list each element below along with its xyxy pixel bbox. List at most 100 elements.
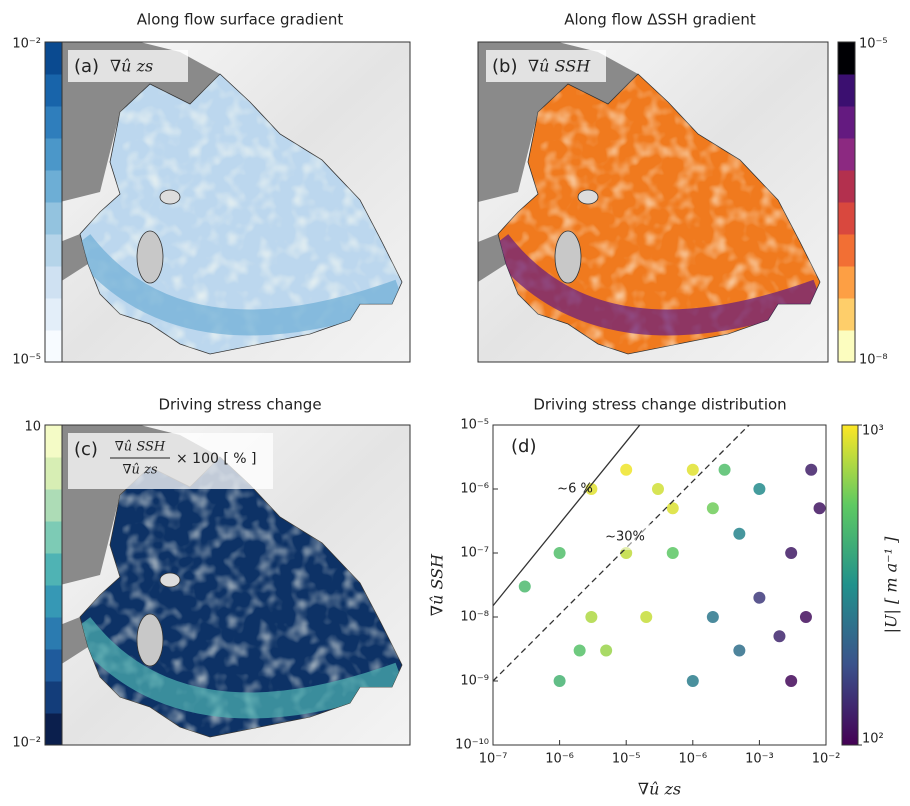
point	[585, 611, 598, 623]
point	[651, 483, 664, 495]
colorbar-step	[45, 457, 62, 490]
colorbar-tick-label: 10⁻⁸	[859, 353, 888, 368]
x-tick-label: 10⁻⁶	[545, 752, 574, 767]
x-tick-label: 10⁻⁷	[479, 752, 508, 767]
colorbar-frame	[44, 41, 63, 363]
island	[136, 613, 164, 667]
panel-formula: ∇û zs	[110, 57, 153, 76]
panel-formula: ∇û SSH	[528, 57, 591, 76]
colorbar-step	[838, 42, 855, 75]
point	[733, 527, 746, 540]
colorbar-step	[45, 42, 62, 75]
colorbar-tick-label: 10⁻⁵	[859, 37, 888, 52]
colorbar-step	[45, 234, 62, 267]
x-axis-label: ∇û zs	[638, 780, 681, 799]
colorbar-step	[45, 617, 62, 650]
colorbar-step	[838, 298, 855, 331]
colorbar-tick-label: 10³	[862, 424, 884, 439]
scatter-panel: Driving stress change distribution ~6 % ~3…	[428, 396, 901, 799]
island	[159, 572, 181, 588]
island	[577, 189, 599, 205]
colorbar-step	[838, 266, 855, 299]
panel-title: Driving stress change	[158, 396, 321, 414]
island	[136, 230, 164, 284]
colorbar-tick-label: 10⁻⁵	[12, 353, 41, 368]
ratio-line	[492, 424, 641, 607]
panel-title: Along flow ΔSSH gradient	[564, 11, 756, 29]
colorbar-step	[838, 202, 855, 235]
x-tick-label: 10⁻²	[812, 752, 841, 767]
colorbar-step	[45, 106, 62, 139]
island	[159, 189, 181, 205]
panel-title: Along flow surface gradient	[137, 11, 344, 29]
colorbar-tick-label: 10⁻²	[12, 736, 41, 751]
panel-label: (c)	[74, 439, 98, 460]
colorbar-step	[838, 234, 855, 267]
ratio-label: ~30%	[605, 530, 645, 545]
colorbar-label: |U| [ m a⁻¹ ]	[882, 536, 901, 633]
colorbar-step	[838, 330, 855, 363]
label-bg	[68, 50, 188, 82]
point	[573, 644, 586, 657]
point	[799, 611, 812, 623]
point	[785, 675, 798, 687]
plot-bg	[493, 425, 826, 745]
point	[706, 502, 719, 515]
point	[718, 463, 731, 476]
colorbar-step	[45, 649, 62, 682]
point	[553, 675, 566, 687]
colorbar-frame	[44, 424, 63, 746]
label-bg	[486, 50, 606, 82]
colorbar	[841, 424, 859, 746]
colorbar-step	[45, 585, 62, 618]
colorbar-tick-label: 10²	[862, 732, 884, 747]
colorbar-step	[45, 202, 62, 235]
formula-den: ∇û zs	[122, 463, 157, 478]
maps: Along flow surface gradient (a) ∇û zs 10⁻² 1…	[12, 11, 887, 751]
edge-band	[80, 233, 402, 336]
x-tick-label: 10⁻³	[745, 752, 774, 767]
x-tick-label: 10⁻⁶	[678, 752, 707, 767]
y-tick-label: 10⁻¹⁰	[455, 738, 489, 753]
panel-label: (a)	[74, 56, 99, 77]
point	[733, 644, 746, 657]
ratio-label: ~6 %	[557, 482, 593, 497]
colorbar-step	[45, 74, 62, 107]
colorbar-step	[45, 138, 62, 171]
label-bg	[68, 433, 273, 489]
y-tick-label: 10⁻⁵	[460, 418, 489, 433]
map: (b) ∇û SSH	[477, 41, 829, 363]
colorbar-step	[45, 425, 62, 458]
map-frame	[477, 41, 829, 363]
colorbar-step	[838, 106, 855, 139]
colorbar-tick-label: 10	[24, 420, 41, 435]
edge-band	[498, 233, 820, 336]
edge-band	[80, 616, 402, 719]
colorbar-step	[838, 170, 855, 203]
point	[553, 547, 566, 559]
formula-num: ∇û SSH	[115, 440, 166, 455]
colorbar-step	[45, 681, 62, 714]
island	[554, 230, 582, 284]
y-tick-label: 10⁻⁹	[460, 674, 489, 689]
point	[785, 547, 798, 559]
y-tick-label: 10⁻⁶	[460, 482, 489, 497]
point	[773, 630, 786, 643]
plot-frame	[492, 424, 827, 746]
point	[686, 463, 699, 476]
point	[706, 611, 719, 623]
point	[813, 502, 826, 515]
point	[518, 580, 531, 593]
panel-label: (d)	[511, 436, 536, 457]
colorbar-step	[838, 74, 855, 107]
point	[686, 675, 699, 687]
ratio-line	[492, 424, 750, 682]
panel-label: (b)	[492, 56, 517, 77]
panel-title: Driving stress change distribution	[533, 396, 786, 414]
colorbar-frame	[837, 41, 856, 363]
point	[640, 611, 653, 623]
colorbar-step	[45, 298, 62, 331]
point	[753, 483, 766, 495]
point	[753, 591, 766, 604]
